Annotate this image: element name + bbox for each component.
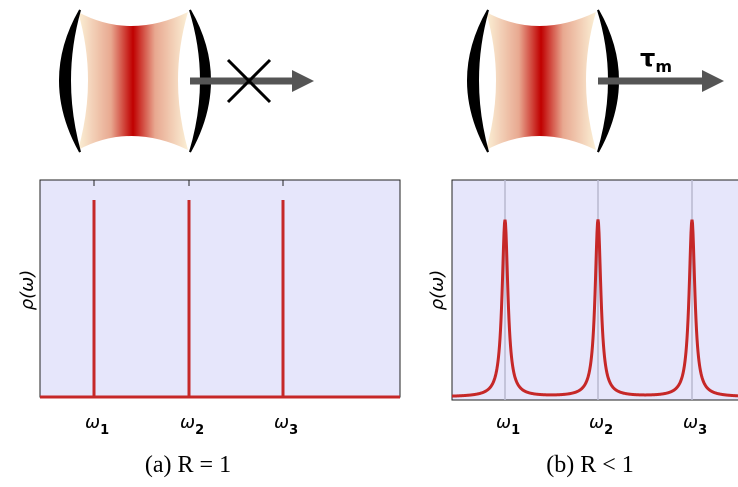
panel-b: τm ρ(ω) ω1 ω2 ω3 (b) R < 1 bbox=[427, 9, 738, 478]
spectrum bbox=[451, 219, 738, 398]
arrow-head bbox=[292, 70, 314, 92]
cavity bbox=[59, 9, 211, 153]
panel-a: ρ(ω) ω1 ω2 ω3 (a) R = 1 bbox=[17, 9, 401, 478]
caption: (a) R = 1 bbox=[145, 452, 231, 478]
x-label: ω1 bbox=[85, 412, 109, 438]
x-label: ω3 bbox=[683, 412, 707, 438]
y-label: ρ(ω) bbox=[17, 270, 38, 311]
blocked-mark bbox=[226, 58, 272, 104]
x-label: ω2 bbox=[180, 412, 204, 438]
plot-area bbox=[39, 179, 401, 398]
y-label: ρ(ω) bbox=[427, 270, 448, 311]
x-label: ω3 bbox=[274, 412, 298, 438]
arrow-head bbox=[702, 70, 724, 92]
arrow-label: τm bbox=[640, 44, 672, 76]
cavity bbox=[467, 9, 619, 153]
peak-guides bbox=[504, 180, 693, 400]
x-label: ω1 bbox=[496, 412, 520, 438]
caption: (b) R < 1 bbox=[546, 452, 634, 478]
spectrum bbox=[40, 200, 400, 399]
x-label: ω2 bbox=[589, 412, 613, 438]
